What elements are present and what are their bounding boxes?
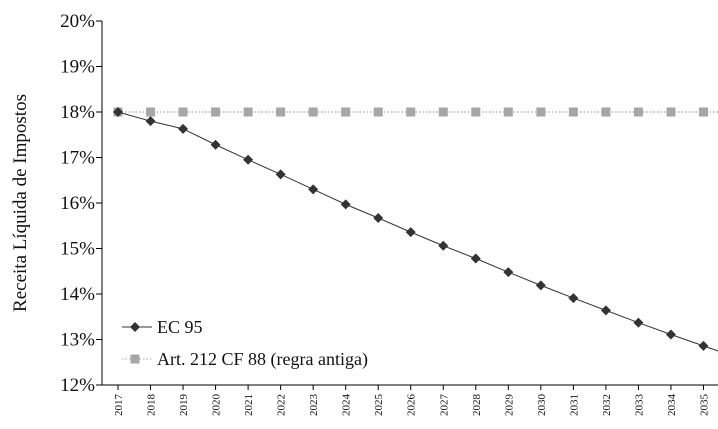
data-point-diamond [145,116,156,127]
data-point-square [601,107,611,117]
data-point-diamond [438,240,449,251]
series-ec95 [113,107,718,352]
y-axis-ticks: 12% 13% 14% 15% 16% 17% 18% 19% 20% [60,11,102,396]
series-line [117,111,718,352]
data-point-square [503,107,513,117]
data-point-square [698,107,708,117]
data-point-diamond [130,322,140,332]
y-tick-label: 13% [60,330,95,351]
x-tick-label: 2022 [276,394,288,416]
data-point-diamond [340,199,351,210]
x-tick-label: 2033 [633,394,645,417]
data-point-diamond [113,107,123,117]
data-point-square [633,107,643,117]
data-point-square [146,107,156,117]
data-point-square [130,354,140,364]
data-point-diamond [308,184,319,195]
data-point-square [406,107,416,117]
legend-label: Art. 212 CF 88 (regra antiga) [157,349,368,370]
x-tick-label: 2026 [406,394,418,417]
x-tick-label: 2030 [536,394,548,417]
y-tick-label: 18% [60,102,95,123]
legend-item: EC 95 [122,317,203,337]
data-point-square [308,107,318,117]
data-point-diamond [698,340,709,351]
y-tick-label: 19% [60,57,95,78]
x-tick-label: 2028 [471,394,483,417]
data-point-diamond [535,280,546,291]
data-point-square [211,107,221,117]
x-tick-label: 2020 [211,394,223,417]
data-point-diamond [568,293,579,304]
x-tick-label: 2029 [503,394,515,417]
x-tick-label: 2031 [568,394,580,416]
data-point-diamond [503,267,514,278]
data-point-diamond [373,213,384,224]
x-tick-label: 2019 [178,394,190,417]
data-point-square [438,107,448,117]
data-point-diamond [405,227,416,238]
data-point-square [471,107,481,117]
legend-label: EC 95 [157,317,203,337]
x-tick-label: 2024 [341,394,353,417]
x-tick-label: 2017 [113,394,125,417]
y-axis-label: Receita Líquida de Impostos [10,94,31,312]
data-point-diamond [470,253,481,264]
data-point-square [536,107,546,117]
data-point-square [178,107,188,117]
data-point-square [373,107,383,117]
data-point-diamond [178,123,189,134]
y-tick-label: 20% [60,11,95,32]
data-point-square [341,107,351,117]
data-point-square [276,107,286,117]
series-group [113,107,718,352]
data-point-diamond [633,317,644,328]
y-tick-label: 15% [60,239,95,260]
data-point-square [243,107,253,117]
data-point-diamond [243,154,254,165]
x-tick-label: 2025 [373,394,385,417]
x-tick-label: 2027 [438,394,450,417]
x-tick-label: 2023 [308,394,320,417]
x-tick-label: 2018 [146,394,158,417]
data-point-diamond [600,305,611,316]
data-point-diamond [275,169,286,180]
data-point-diamond [210,139,221,150]
y-tick-label: 14% [60,284,95,305]
legend-item: Art. 212 CF 88 (regra antiga) [122,349,368,370]
legend: EC 95 Art. 212 CF 88 (regra antiga) [122,317,368,370]
data-point-square [568,107,578,117]
x-tick-label: 2035 [698,394,710,417]
series-art212 [113,107,718,117]
x-tick-label: 2021 [243,394,255,416]
x-tick-label: 2032 [601,394,613,416]
y-tick-label: 17% [60,148,95,169]
x-tick-label: 2034 [666,394,678,417]
y-tick-label: 16% [60,193,95,214]
data-point-square [666,107,676,117]
x-axis-ticks: 2017 2018 2019 2020 2021 2022 2023 2024 2025 2026… [113,385,710,417]
data-point-diamond [665,329,676,340]
y-tick-label: 12% [60,375,95,396]
